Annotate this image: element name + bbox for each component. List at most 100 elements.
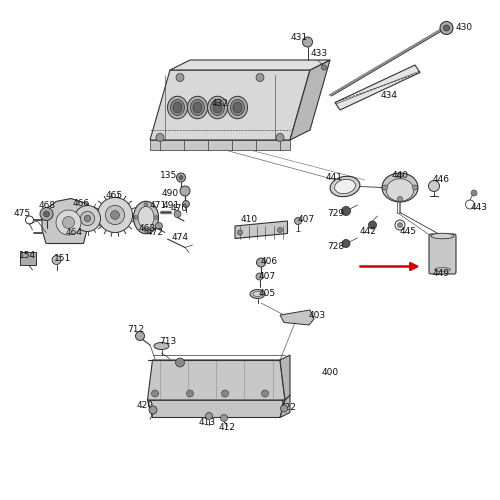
Text: 151: 151 [54,254,72,263]
Circle shape [412,185,418,190]
Text: 728: 728 [328,242,344,251]
Text: 712: 712 [128,326,144,334]
Text: 475: 475 [14,210,31,218]
Polygon shape [42,198,87,244]
Text: 403: 403 [309,310,326,320]
Circle shape [134,216,138,220]
Text: 412: 412 [219,423,236,432]
Text: 406: 406 [260,257,278,266]
Text: 468: 468 [38,201,56,210]
Circle shape [186,390,194,397]
Circle shape [40,208,53,220]
Text: 445: 445 [400,226,416,235]
Circle shape [174,210,181,218]
Circle shape [238,230,242,235]
Circle shape [156,134,164,141]
Ellipse shape [253,292,262,296]
Circle shape [280,405,287,412]
Circle shape [182,200,190,207]
Text: 154: 154 [19,251,36,260]
Circle shape [220,414,228,422]
Text: 471: 471 [150,202,166,210]
Circle shape [136,332,144,340]
Circle shape [398,196,402,202]
Text: 422: 422 [279,403,296,412]
Text: 465: 465 [106,190,122,200]
Text: 433: 433 [310,50,328,58]
Ellipse shape [154,342,169,349]
Text: 405: 405 [259,290,276,298]
Text: 472: 472 [146,228,164,237]
Ellipse shape [434,268,450,272]
Text: 490: 490 [162,188,178,198]
Circle shape [471,190,477,196]
Circle shape [444,25,450,31]
Ellipse shape [190,100,204,116]
Text: 431: 431 [290,32,308,42]
Text: 407: 407 [259,272,276,281]
Circle shape [428,180,440,192]
Ellipse shape [334,180,355,194]
Circle shape [84,215,91,222]
Text: 446: 446 [432,176,450,184]
Text: 491: 491 [162,202,180,210]
Circle shape [52,256,61,264]
Ellipse shape [382,173,418,202]
Text: 135: 135 [160,172,178,180]
Ellipse shape [138,206,154,229]
Circle shape [179,176,183,180]
Circle shape [294,218,302,224]
Text: 410: 410 [240,214,258,224]
Text: 466: 466 [73,198,90,207]
Circle shape [398,174,402,178]
Circle shape [156,222,162,230]
Text: 729: 729 [328,210,344,218]
Text: 449: 449 [432,269,450,278]
Circle shape [256,258,266,267]
Text: 474: 474 [172,234,188,242]
Text: 441: 441 [326,173,342,182]
Circle shape [382,185,388,190]
Text: 440: 440 [392,170,408,179]
Circle shape [368,221,376,229]
Ellipse shape [213,102,222,113]
Ellipse shape [230,100,244,116]
Circle shape [56,210,81,235]
Polygon shape [235,221,288,238]
Circle shape [154,216,158,220]
Text: 463: 463 [139,224,156,233]
Ellipse shape [386,179,414,201]
Ellipse shape [170,100,184,116]
Text: 470: 470 [170,204,188,213]
Text: 464: 464 [66,228,82,237]
Circle shape [278,228,282,232]
Polygon shape [148,400,285,417]
Circle shape [206,412,212,420]
Polygon shape [335,65,420,110]
Circle shape [222,390,228,397]
Circle shape [342,206,350,216]
Circle shape [176,173,186,182]
Polygon shape [150,70,310,140]
Polygon shape [280,310,314,325]
Text: 413: 413 [199,418,216,427]
Circle shape [62,216,74,228]
Circle shape [176,74,184,82]
Polygon shape [290,60,330,140]
Circle shape [152,390,158,397]
Circle shape [302,37,312,47]
Text: 434: 434 [380,92,398,100]
Circle shape [98,198,132,232]
Ellipse shape [188,96,208,119]
Polygon shape [150,140,290,150]
Polygon shape [280,395,290,417]
Text: 713: 713 [159,336,176,345]
Circle shape [398,222,402,228]
Ellipse shape [233,102,242,113]
Circle shape [322,65,326,70]
Circle shape [440,22,453,35]
Circle shape [44,211,50,217]
Polygon shape [148,360,285,400]
Polygon shape [148,395,290,400]
Circle shape [110,210,120,220]
